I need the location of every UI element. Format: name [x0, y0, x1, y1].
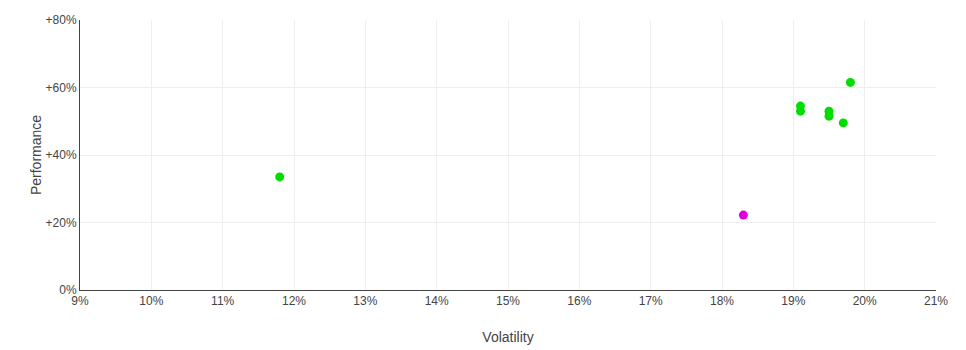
svg-text:19%: 19%	[781, 294, 805, 308]
svg-text:18%: 18%	[710, 294, 734, 308]
svg-text:9%: 9%	[71, 294, 89, 308]
svg-text:+20%: +20%	[46, 216, 77, 230]
svg-text:Volatility: Volatility	[482, 329, 533, 345]
svg-text:14%: 14%	[425, 294, 449, 308]
svg-text:Performance: Performance	[28, 115, 44, 195]
svg-text:13%: 13%	[353, 294, 377, 308]
svg-text:17%: 17%	[639, 294, 663, 308]
svg-text:20%: 20%	[853, 294, 877, 308]
svg-text:10%: 10%	[139, 294, 163, 308]
svg-text:+40%: +40%	[46, 148, 77, 162]
svg-text:+80%: +80%	[46, 13, 77, 27]
svg-text:21%: 21%	[924, 294, 948, 308]
svg-text:15%: 15%	[496, 294, 520, 308]
svg-text:16%: 16%	[567, 294, 591, 308]
svg-text:+60%: +60%	[46, 81, 77, 95]
svg-text:12%: 12%	[282, 294, 306, 308]
svg-text:0%: 0%	[59, 283, 77, 297]
svg-text:11%: 11%	[211, 294, 234, 308]
